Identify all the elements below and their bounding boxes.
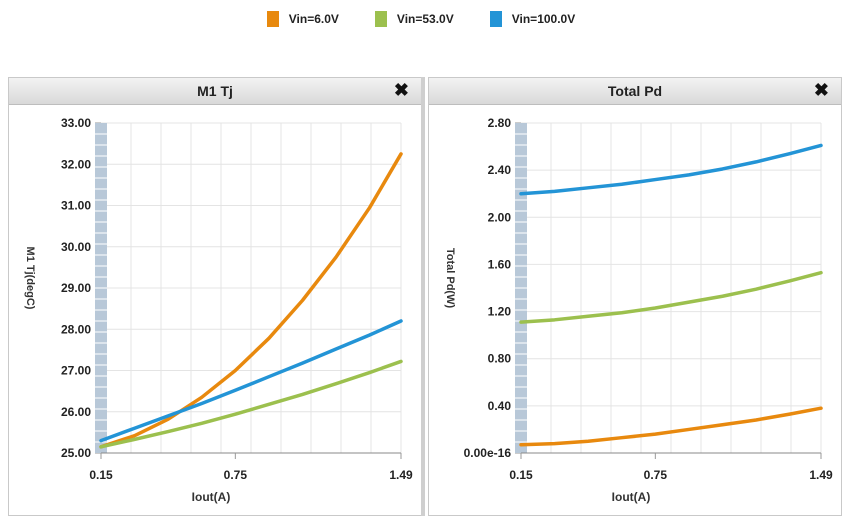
y-tick-label: 1.60: [488, 257, 512, 271]
y-tick-label: 26.00: [61, 405, 91, 419]
series-line-vin-6-0v: [519, 406, 823, 447]
grid: [515, 122, 822, 454]
y-tick-label: 31.00: [61, 199, 91, 213]
y-tick-label: 25.00: [61, 446, 91, 460]
x-axis-label: Iout(A): [192, 490, 231, 504]
x-tick-label: 0.15: [509, 468, 533, 482]
legend-swatch: [266, 11, 279, 27]
series-line-vin-53-0v: [519, 270, 823, 324]
y-axis-label: M1 Tj(degC): [24, 247, 36, 310]
series-line-vin-100-0v: [519, 143, 823, 196]
panel-title: Total Pd: [607, 83, 663, 99]
series-line-vin-53-0v: [99, 359, 403, 449]
legend-label: Vin=100.0V: [511, 12, 576, 26]
chart-total-pd: 0.00e-16 0.40 0.80 1.20 1.60 2.00 2.40 2.80 0.15…: [444, 116, 833, 504]
panel-header: Total Pd ✖: [429, 78, 841, 105]
y-tick-label: 29.00: [61, 281, 91, 295]
panel-m1-tj: M1 Tj ✖ 25.00 26.00 27.00 28.00 29.00 30.00 31…: [8, 77, 422, 516]
grid: [95, 122, 402, 454]
x-tick-label: 1.49: [389, 468, 413, 482]
close-icon[interactable]: ✖: [813, 80, 829, 100]
y-tick-label: 2.40: [488, 163, 512, 177]
panel-total-pd: Total Pd ✖ 0.00e-16 0.40 0.80 1.20 1.60 2.00 2…: [428, 77, 842, 516]
close-icon[interactable]: ✖: [393, 80, 409, 100]
panel-header: M1 Tj ✖: [9, 78, 421, 105]
x-tick-label: 0.75: [224, 468, 248, 482]
y-tick-label: 32.00: [61, 157, 91, 171]
y-tick-label: 30.00: [61, 240, 91, 254]
x-axis-label: Iout(A): [612, 490, 651, 504]
y-axis-label: Total Pd(W): [444, 248, 456, 309]
panel-divider[interactable]: [421, 77, 425, 516]
legend: Vin=6.0V Vin=53.0V Vin=100.0V: [0, 11, 842, 27]
series-line-vin-100-0v: [99, 319, 403, 443]
y-tick-label: 0.80: [488, 352, 512, 366]
legend-swatch: [374, 11, 387, 27]
legend-item-vin-6[interactable]: Vin=6.0V: [266, 11, 339, 27]
y-tick-label: 0.00e-16: [464, 446, 512, 460]
y-tick-label: 27.00: [61, 364, 91, 378]
series-line-vin-6-0v: [99, 152, 403, 449]
legend-label: Vin=6.0V: [288, 12, 339, 26]
chart-m1-tj: 25.00 26.00 27.00 28.00 29.00 30.00 31.00 32.00…: [24, 116, 413, 504]
legend-item-vin-100[interactable]: Vin=100.0V: [489, 11, 576, 27]
y-tick-label: 28.00: [61, 322, 91, 336]
y-tick-label: 2.80: [488, 116, 512, 130]
panel-title: M1 Tj: [197, 83, 233, 99]
x-tick-label: 1.49: [809, 468, 833, 482]
legend-item-vin-53[interactable]: Vin=53.0V: [374, 11, 454, 27]
x-tick-label: 0.75: [644, 468, 668, 482]
y-tick-label: 0.40: [488, 399, 512, 413]
legend-swatch: [489, 11, 502, 27]
y-tick-label: 1.20: [488, 305, 512, 319]
x-tick-label: 0.15: [89, 468, 113, 482]
y-tick-label: 33.00: [61, 116, 91, 130]
y-tick-label: 2.00: [488, 210, 512, 224]
legend-label: Vin=53.0V: [396, 12, 454, 26]
